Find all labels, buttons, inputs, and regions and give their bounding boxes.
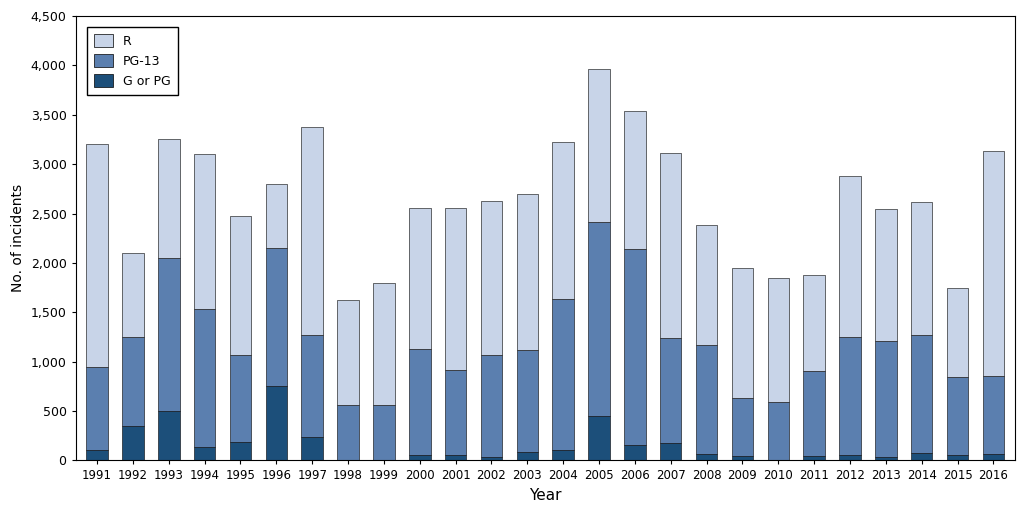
Bar (875, 457, 897, 461)
Bar (732, 456, 753, 461)
Bar (122, 426, 144, 461)
Bar (696, 454, 717, 461)
Bar (696, 225, 717, 345)
Bar (947, 287, 969, 377)
Bar (803, 456, 825, 461)
X-axis label: Year: Year (529, 488, 561, 503)
Bar (983, 151, 1004, 376)
Bar (983, 376, 1004, 454)
Bar (122, 337, 144, 426)
Bar (86, 450, 108, 461)
Bar (803, 372, 825, 456)
Y-axis label: No. of incidents: No. of incidents (11, 184, 25, 292)
Bar (302, 126, 323, 335)
Bar (230, 442, 251, 461)
Legend: R, PG-13, G or PG: R, PG-13, G or PG (86, 27, 179, 95)
Bar (875, 209, 897, 341)
Bar (732, 398, 753, 456)
Bar (696, 345, 717, 454)
Bar (481, 355, 502, 457)
Bar (230, 216, 251, 355)
Bar (266, 184, 287, 248)
Bar (266, 387, 287, 461)
Bar (409, 349, 431, 455)
Bar (122, 253, 144, 337)
Bar (660, 443, 681, 461)
Bar (516, 452, 538, 461)
Bar (767, 402, 789, 461)
Bar (839, 455, 861, 461)
Bar (660, 153, 681, 338)
Bar (911, 201, 933, 335)
Bar (481, 200, 502, 355)
Bar (552, 300, 574, 450)
Bar (839, 337, 861, 455)
Bar (875, 341, 897, 457)
Bar (767, 278, 789, 402)
Bar (302, 436, 323, 461)
Bar (158, 139, 180, 258)
Bar (194, 448, 215, 461)
Bar (194, 309, 215, 448)
Bar (373, 405, 395, 461)
Bar (445, 371, 467, 455)
Bar (338, 300, 359, 405)
Bar (552, 450, 574, 461)
Bar (86, 144, 108, 366)
Bar (373, 283, 395, 405)
Bar (194, 154, 215, 309)
Bar (266, 248, 287, 387)
Bar (660, 338, 681, 443)
Bar (839, 176, 861, 337)
Bar (624, 249, 645, 445)
Bar (983, 454, 1004, 461)
Bar (158, 258, 180, 411)
Bar (911, 335, 933, 453)
Bar (230, 355, 251, 442)
Bar (947, 455, 969, 461)
Bar (624, 111, 645, 249)
Bar (803, 274, 825, 372)
Bar (445, 208, 467, 371)
Bar (409, 208, 431, 349)
Bar (552, 142, 574, 300)
Bar (911, 453, 933, 461)
Bar (445, 455, 467, 461)
Bar (516, 194, 538, 350)
Bar (409, 455, 431, 461)
Bar (302, 335, 323, 436)
Bar (338, 405, 359, 461)
Bar (588, 416, 609, 461)
Bar (588, 223, 609, 416)
Bar (481, 457, 502, 461)
Bar (86, 366, 108, 450)
Bar (732, 268, 753, 398)
Bar (624, 445, 645, 461)
Bar (588, 69, 609, 223)
Bar (158, 411, 180, 461)
Bar (947, 377, 969, 455)
Bar (516, 350, 538, 452)
